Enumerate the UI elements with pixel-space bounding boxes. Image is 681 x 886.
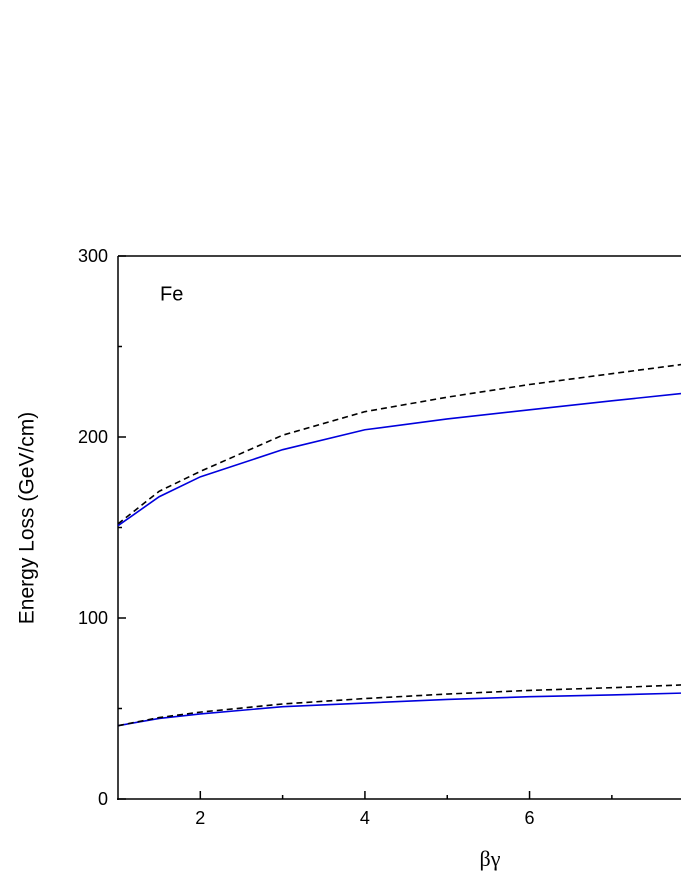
x-tick-label: 6 — [525, 808, 535, 828]
x-axis-label: βγ — [480, 846, 501, 871]
series-line — [117, 392, 681, 527]
y-tick-label: 0 — [98, 789, 108, 809]
annotation: Fe — [160, 283, 183, 305]
series-line — [117, 692, 681, 727]
x-tick-label: 4 — [360, 808, 370, 828]
y-tick-label: 100 — [78, 608, 108, 628]
series-line — [117, 363, 681, 525]
y-tick-label: 300 — [78, 246, 108, 266]
x-tick-label: 2 — [195, 808, 205, 828]
series-line — [117, 684, 681, 727]
y-tick-label: 200 — [78, 427, 108, 447]
y-axis-label: Energy Loss (GeV/cm) — [16, 412, 39, 624]
